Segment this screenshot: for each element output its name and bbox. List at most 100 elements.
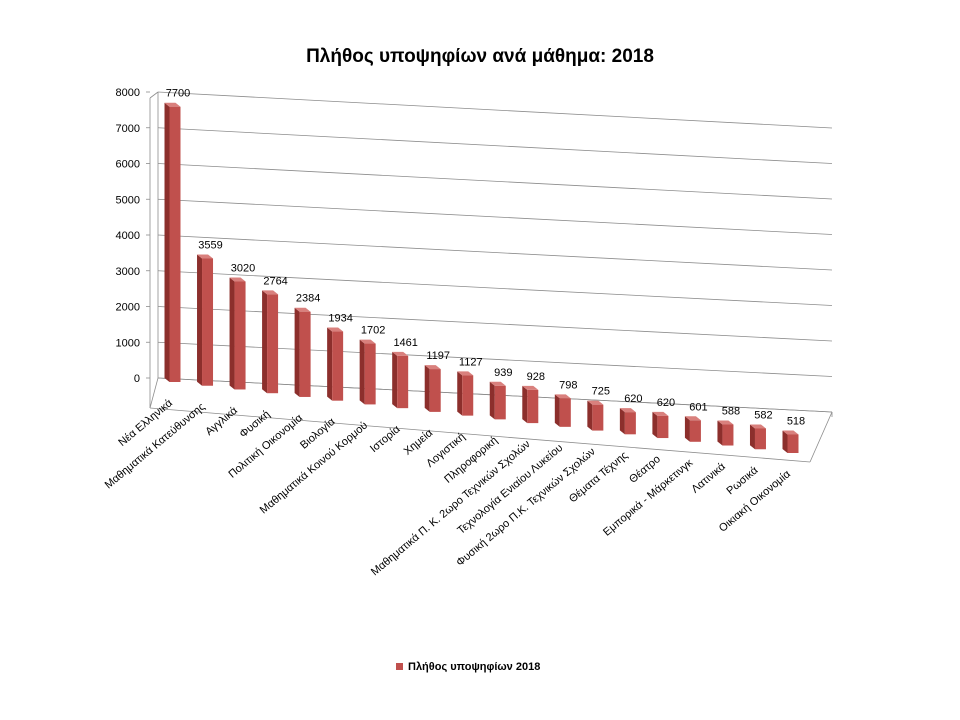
bar-top-face: [392, 351, 409, 356]
bar-front-face: [559, 398, 571, 427]
bar-front-face: [397, 355, 409, 409]
data-label: 620: [657, 397, 675, 409]
data-label: 1461: [393, 337, 417, 349]
data-labels: 7700 3559 3020 2764 2384 1934 1702 1461 1197 1127…: [166, 88, 805, 428]
data-label: 582: [754, 409, 772, 421]
bar-front-face: [234, 281, 246, 390]
data-label: 7700: [166, 88, 190, 100]
bar-front-face: [364, 343, 376, 405]
y-tick-label: 2000: [116, 302, 140, 314]
bar-side-face: [587, 400, 593, 431]
axis-edge: [149, 377, 159, 409]
bars: [164, 102, 799, 453]
bar-top-face: [457, 371, 474, 376]
data-label: 725: [592, 386, 610, 398]
bar-side-face: [359, 339, 365, 405]
bar: [652, 411, 669, 439]
gridline: [157, 198, 833, 235]
bar-front-face: [169, 106, 181, 382]
legend-swatch: [396, 663, 403, 670]
bar: [294, 307, 311, 397]
bar: [164, 102, 181, 382]
axis-edge: [149, 407, 811, 463]
y-tick-label: 1000: [116, 337, 140, 349]
data-label: 798: [559, 379, 577, 391]
bar-top-face: [652, 411, 669, 416]
bar-top-face: [717, 420, 734, 425]
bar-side-face: [294, 307, 300, 397]
bar: [782, 430, 799, 453]
bar-side-face: [164, 102, 170, 382]
bar-side-face: [392, 351, 398, 409]
data-label: 518: [787, 415, 805, 427]
axis-edge: [149, 91, 159, 99]
y-axis-tick-labels: 0 1000 2000 3000 4000 5000 6000 7000 8000: [116, 87, 140, 385]
category-label: Ιστορία: [368, 423, 403, 455]
bar: [684, 416, 701, 442]
bar-front-face: [624, 412, 636, 435]
bar-front-face: [202, 258, 214, 386]
data-label: 620: [624, 393, 642, 405]
data-label: 588: [722, 406, 740, 418]
legend-label: Πλήθος υποψηφίων 2018: [408, 661, 540, 673]
bar-side-face: [424, 365, 430, 412]
y-tick-label: 6000: [116, 159, 140, 171]
legend: Πλήθος υποψηφίων 2018: [396, 661, 540, 673]
bar-top-face: [164, 102, 181, 107]
bar: [522, 385, 539, 424]
bar-top-face: [359, 339, 376, 344]
y-tick-label: 8000: [116, 87, 140, 99]
bar-top-face: [424, 365, 441, 370]
data-label: 3559: [198, 240, 222, 252]
data-label: 2384: [296, 293, 320, 305]
gridlines: [157, 91, 833, 413]
category-label: Αγγλικά: [203, 404, 240, 438]
bar-side-face: [489, 381, 495, 420]
bar: [749, 424, 766, 450]
data-label: 1197: [426, 350, 450, 362]
bar: [262, 290, 279, 394]
bar-front-face: [592, 404, 604, 431]
bar-side-face: [782, 430, 788, 453]
bar: [717, 420, 734, 446]
bar-side-face: [262, 290, 268, 394]
bar-side-face: [554, 394, 560, 427]
data-label: 2764: [263, 275, 287, 287]
bar-top-face: [489, 381, 506, 386]
bar-top-face: [229, 277, 246, 282]
bar-front-face: [787, 434, 799, 453]
data-label: 928: [527, 371, 545, 383]
data-label: 1702: [361, 325, 385, 337]
bar-top-face: [197, 254, 214, 259]
bar-side-face: [619, 408, 625, 435]
bar-front-face: [689, 420, 701, 442]
bar: [619, 408, 636, 435]
bar-side-face: [652, 411, 658, 439]
gridline: [157, 163, 833, 200]
bar: [229, 277, 246, 390]
category-label: Φυσική: [237, 408, 272, 440]
y-tick-label: 3000: [116, 266, 140, 278]
gridline: [157, 234, 833, 271]
chart-title: Πλήθος υποψηφίων ανά μάθημα: 2018: [306, 46, 654, 67]
bar: [359, 339, 376, 405]
bar: [554, 394, 571, 427]
bar-top-face: [522, 385, 539, 390]
bar: [587, 400, 604, 431]
bar-side-face: [717, 420, 723, 446]
bar-side-face: [327, 327, 333, 401]
y-tick-label: 7000: [116, 123, 140, 135]
category-label: Λατινικά: [689, 460, 728, 495]
bar-front-face: [722, 424, 734, 446]
axis-edge: [809, 411, 833, 463]
data-label: 1127: [459, 356, 483, 368]
category-label: Χημεία: [402, 427, 436, 458]
bar-side-face: [229, 277, 235, 390]
y-tick-label: 5000: [116, 194, 140, 206]
bar-top-face: [554, 394, 571, 399]
bar-top-face: [782, 430, 799, 435]
gridline: [157, 306, 833, 342]
bar: [327, 327, 344, 401]
bar: [457, 371, 474, 416]
